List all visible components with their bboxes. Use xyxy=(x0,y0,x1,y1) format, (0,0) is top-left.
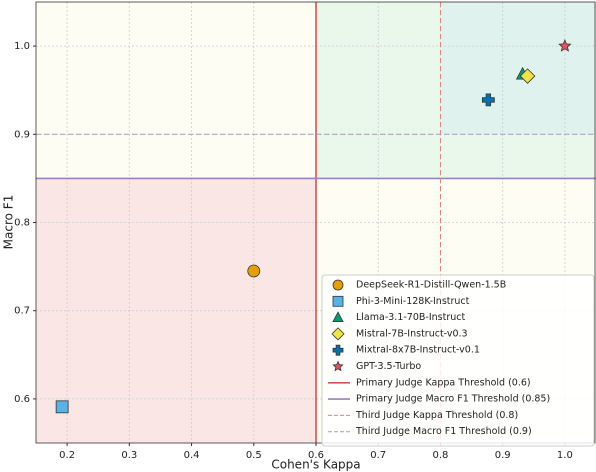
third-pass-region xyxy=(440,2,596,135)
y-tick-label: 0.9 xyxy=(14,129,30,140)
point xyxy=(247,264,261,278)
legend-text: DeepSeek-R1-Distill-Qwen-1.5B xyxy=(356,280,506,291)
x-tick-label: 0.4 xyxy=(184,450,200,461)
point xyxy=(481,93,495,107)
legend-marker xyxy=(332,295,344,307)
legend-text: Phi-3-Mini-128K-Instruct xyxy=(356,296,470,307)
y-axis-label: Macro F1 xyxy=(2,195,16,250)
legend-text: Third Judge Kappa Threshold (0.8) xyxy=(355,410,518,421)
y-tick-label: 0.6 xyxy=(14,394,30,405)
y-tick-label: 0.8 xyxy=(14,218,30,229)
legend-marker xyxy=(332,360,344,372)
legend-text: Mistral-7B-Instruct-v0.3 xyxy=(356,328,468,339)
legend-marker xyxy=(332,279,344,291)
x-tick-label: 0.6 xyxy=(308,450,324,461)
point xyxy=(558,39,572,52)
legend-text: Primary Judge Kappa Threshold (0.6) xyxy=(356,377,531,388)
y-tick-label: 0.7 xyxy=(14,306,30,317)
legend-text: Primary Judge Macro F1 Threshold (0.85) xyxy=(356,394,550,405)
legend-marker xyxy=(332,311,344,322)
x-tick-label: 0.7 xyxy=(370,450,386,461)
x-axis-label: Cohen's Kappa xyxy=(271,458,360,472)
legend-box xyxy=(321,274,595,447)
legend-text: Llama-3.1-70B-Instruct xyxy=(356,312,465,323)
legend-text: Mixtral-8x7B-Instruct-v0.1 xyxy=(356,345,480,356)
x-tick-label: 0.8 xyxy=(432,450,448,461)
x-tick-label: 0.5 xyxy=(246,450,262,461)
x-tick-label: 0.2 xyxy=(59,450,75,461)
x-tick-label: 0.9 xyxy=(495,450,511,461)
legend-marker xyxy=(332,344,344,356)
y-tick-label: 1.0 xyxy=(14,41,30,52)
x-tick-label: 0.3 xyxy=(121,450,137,461)
x-tick-label: 1.0 xyxy=(557,450,573,461)
plot-frame xyxy=(35,1,596,444)
legend-marker xyxy=(331,327,345,341)
legend-text: GPT-3.5-Turbo xyxy=(356,361,421,372)
legend-text: Third Judge Macro F1 Threshold (0.9) xyxy=(355,426,532,437)
point xyxy=(519,68,536,84)
point xyxy=(55,400,69,414)
